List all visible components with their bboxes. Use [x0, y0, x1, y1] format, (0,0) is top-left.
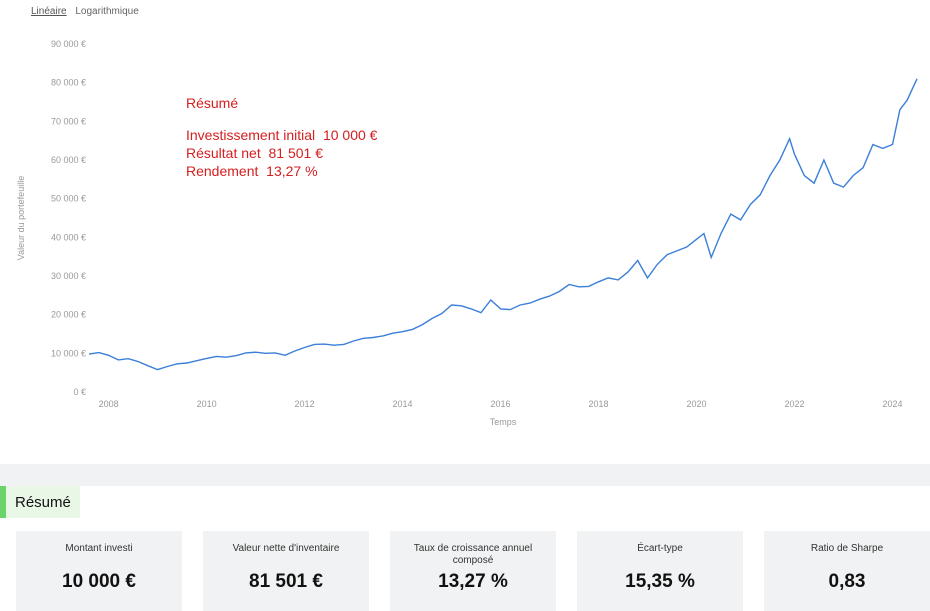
- overlay-return: Rendement 13,27 %: [186, 163, 318, 179]
- y-tick-label: 10 000 €: [51, 348, 86, 358]
- card-standard-deviation: Écart-type 15,35 %: [577, 531, 743, 611]
- y-tick-label: 90 000 €: [51, 39, 86, 49]
- card-label: Taux de croissance annuel composé: [413, 543, 533, 566]
- summary-section-title: Résumé: [15, 494, 71, 511]
- card-amount-invested: Montant investi 10 000 €: [16, 531, 182, 611]
- card-value: 13,27 %: [438, 571, 508, 592]
- y-axis: 0 € 10 000 € 20 000 € 30 000 € 40 000 € 50 00…: [51, 39, 86, 397]
- x-tick-label: 2020: [687, 399, 707, 409]
- x-tick-label: 2016: [491, 399, 511, 409]
- y-tick-label: 30 000 €: [51, 271, 86, 281]
- card-value: 81 501 €: [249, 571, 323, 592]
- x-tick-label: 2012: [295, 399, 315, 409]
- chart-summary-overlay: Résumé Investissement initial 10 000 € R…: [186, 94, 377, 180]
- overlay-initial-investment: Investissement initial 10 000 €: [186, 127, 378, 143]
- card-value: 10 000 €: [62, 571, 136, 592]
- x-tick-label: 2022: [784, 399, 804, 409]
- portfolio-chart: 0 € 10 000 € 20 000 € 30 000 € 40 000 € 50 00…: [16, 39, 918, 427]
- scale-tabs: Linéaire Logarithmique: [31, 6, 145, 17]
- card-value: 15,35 %: [625, 571, 695, 592]
- x-axis: 2008 2010 2012 2014 2016 2018 2020 2022 2024: [99, 399, 903, 409]
- y-tick-label: 40 000 €: [51, 232, 86, 242]
- overlay-net-result: Résultat net 81 501 €: [186, 145, 323, 161]
- x-tick-label: 2010: [197, 399, 217, 409]
- y-tick-label: 80 000 €: [51, 78, 86, 88]
- y-tick-label: 50 000 €: [51, 194, 86, 204]
- overlay-heading: Résumé: [186, 95, 239, 111]
- card-cagr: Taux de croissance annuel composé 13,27 …: [390, 531, 556, 611]
- x-tick-label: 2024: [882, 399, 902, 409]
- tab-logarithmic[interactable]: Logarithmique: [75, 6, 139, 17]
- x-tick-label: 2018: [589, 399, 609, 409]
- y-tick-label: 0 €: [73, 387, 86, 397]
- section-divider: [0, 464, 930, 486]
- y-tick-label: 70 000 €: [51, 116, 86, 126]
- summary-section-header: Résumé: [0, 486, 80, 518]
- y-tick-label: 60 000 €: [51, 155, 86, 165]
- card-net-asset-value: Valeur nette d'inventaire 81 501 €: [203, 531, 369, 611]
- x-axis-title: Temps: [490, 417, 517, 427]
- card-label: Ratio de Sharpe: [810, 543, 884, 554]
- card-label: Montant investi: [65, 543, 133, 554]
- card-value: 0,83: [828, 571, 866, 592]
- y-tick-label: 20 000 €: [51, 310, 86, 320]
- y-axis-title: Valeur du portefeuille: [16, 176, 26, 260]
- x-tick-label: 2008: [99, 399, 119, 409]
- portfolio-value-line: [88, 78, 918, 371]
- card-label: Valeur nette d'inventaire: [232, 543, 340, 554]
- tab-linear[interactable]: Linéaire: [31, 6, 67, 17]
- x-tick-label: 2014: [393, 399, 413, 409]
- card-sharpe-ratio: Ratio de Sharpe 0,83: [764, 531, 930, 611]
- card-label: Écart-type: [637, 543, 683, 554]
